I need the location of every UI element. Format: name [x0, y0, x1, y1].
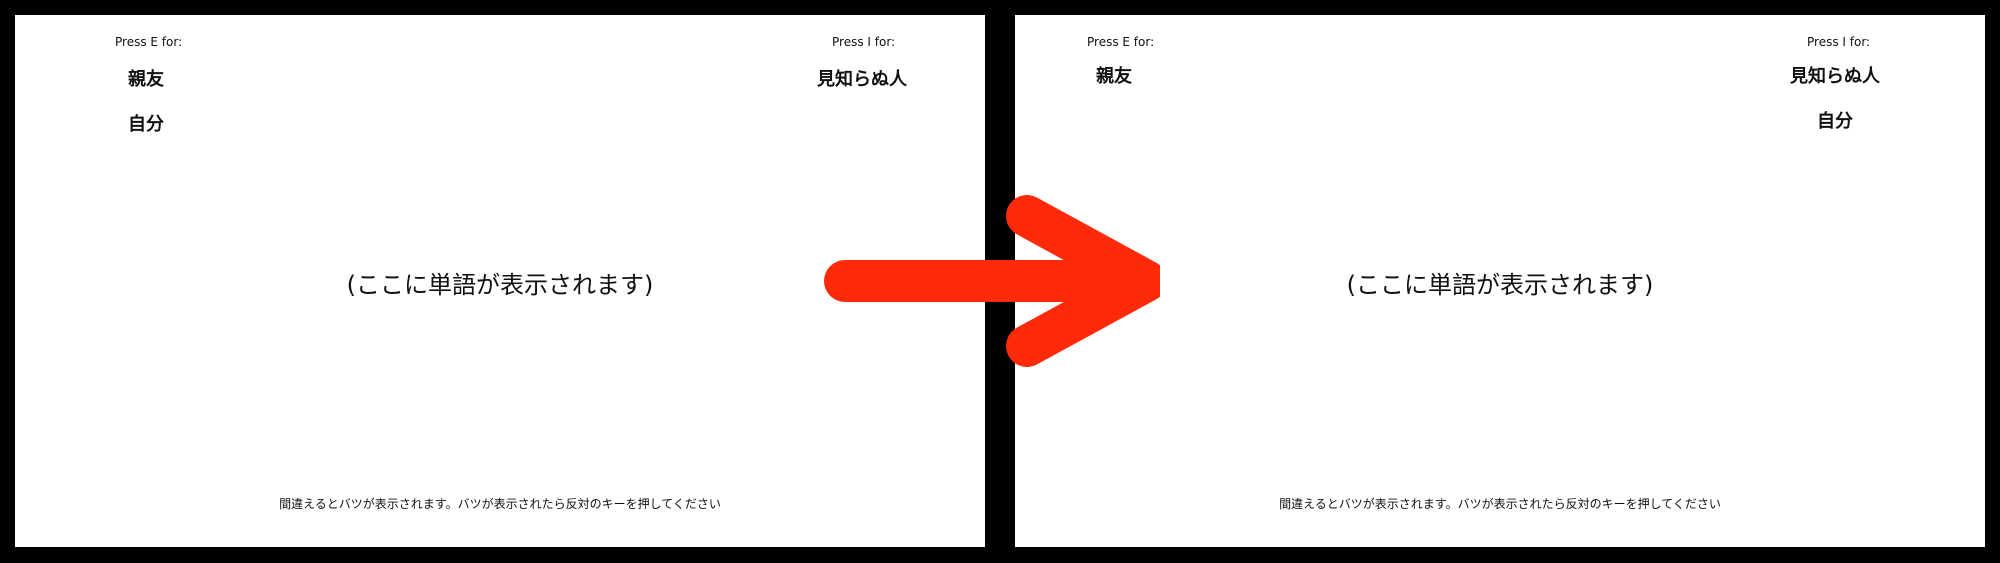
right-category-label: 見知らぬ人 — [817, 69, 907, 90]
error-instruction: 間違えるとバツが表示されます。バツが表示されたら反対のキーを押してください — [279, 497, 721, 511]
left-category-label: 親友 — [128, 69, 164, 90]
right-key-prompt: Press I for: — [1807, 35, 1871, 49]
right-category-label: 見知らぬ人 — [1790, 66, 1880, 87]
left-key-prompt: Press E for: — [115, 35, 183, 49]
right-category-label: 自分 — [1817, 111, 1853, 132]
stimulus-word-placeholder: (ここに単語が表示されます) — [346, 271, 654, 299]
left-category-label: 親友 — [1096, 66, 1132, 87]
right-arrow-icon — [824, 195, 1160, 367]
stimulus-word-placeholder: (ここに単語が表示されます) — [1346, 271, 1654, 299]
error-instruction: 間違えるとバツが表示されます。バツが表示されたら反対のキーを押してください — [1279, 497, 1721, 511]
iat-screen-after: Press E for: 親友 Press I for: 見知らぬ人 自分 (こ… — [1015, 15, 1985, 547]
iat-screen-before: Press E for: 親友 自分 Press I for: 見知らぬ人 (こ… — [15, 15, 985, 547]
right-key-prompt: Press I for: — [832, 35, 896, 49]
left-key-prompt: Press E for: — [1087, 35, 1155, 49]
left-category-label: 自分 — [128, 114, 164, 135]
